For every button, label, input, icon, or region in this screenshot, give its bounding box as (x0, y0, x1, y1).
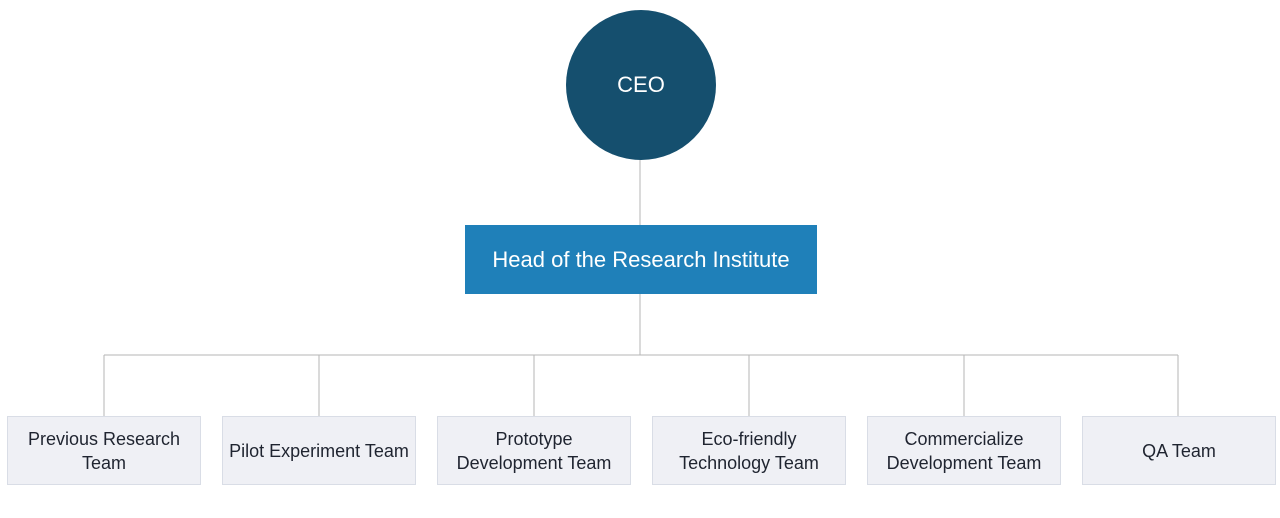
head-of-research-label: Head of the Research Institute (492, 246, 790, 272)
team-node-previous-research: Previous Research Team (7, 416, 201, 485)
ceo-label: CEO (617, 72, 665, 97)
team-label: Commercialize Development Team (886, 428, 1042, 473)
team-label: Eco-friendly Technology Team (679, 428, 819, 473)
team-node-eco-friendly-technology: Eco-friendly Technology Team (652, 416, 846, 485)
team-node-qa: QA Team (1082, 416, 1276, 485)
ceo-node: CEO (566, 10, 716, 160)
team-node-commercialize-development: Commercialize Development Team (867, 416, 1061, 485)
team-node-prototype-development: Prototype Development Team (437, 416, 631, 485)
team-label: Prototype Development Team (456, 428, 612, 473)
team-label: QA Team (1142, 440, 1216, 461)
team-label: Pilot Experiment Team (229, 440, 409, 461)
head-of-research-node: Head of the Research Institute (465, 225, 817, 294)
team-label: Previous Research Team (27, 428, 181, 473)
team-node-pilot-experiment: Pilot Experiment Team (222, 416, 416, 485)
